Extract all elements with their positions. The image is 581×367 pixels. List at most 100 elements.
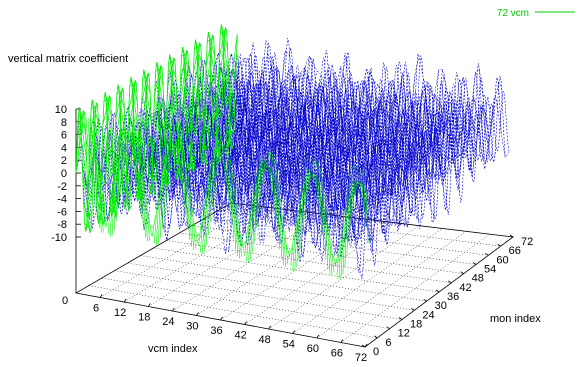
- green-mesh-segment: [154, 65, 162, 96]
- z-tick-label: 0: [61, 168, 67, 180]
- green-mesh-segment: [93, 130, 102, 186]
- mesh-line: [164, 65, 318, 228]
- green-mesh-segment: [163, 133, 171, 178]
- green-mesh-segment: [91, 129, 96, 209]
- green-mesh-segment: [256, 151, 261, 229]
- z-tick-label: 2: [61, 155, 67, 167]
- green-mesh-segment: [82, 169, 90, 220]
- green-mesh-segment: [240, 234, 245, 251]
- green-mesh-segment: [358, 175, 363, 197]
- green-mesh-segment: [229, 62, 237, 116]
- green-mesh-segment: [242, 240, 246, 247]
- mesh-line: [140, 105, 423, 228]
- green-mesh-segment: [129, 130, 134, 158]
- grid-line-y: [218, 210, 501, 247]
- green-mesh-segment: [159, 124, 167, 175]
- green-mesh-segment: [197, 70, 205, 126]
- mesh-line: [172, 65, 454, 196]
- green-mesh-segment: [174, 145, 178, 155]
- y-tick-mark: [411, 308, 415, 311]
- y-tick-label: 36: [447, 291, 459, 303]
- mesh-line: [192, 68, 473, 179]
- legend-label: 72 vcm: [497, 8, 529, 19]
- y-tick-label: 0: [373, 346, 379, 358]
- y-tick-mark: [485, 253, 489, 256]
- z-tick-label: -6: [57, 206, 67, 218]
- green-mesh-segment: [254, 158, 259, 242]
- green-series-mesh: [75, 24, 369, 280]
- green-mesh-segment: [99, 170, 107, 215]
- green-mesh-segment: [252, 169, 257, 253]
- green-mesh-segment: [180, 135, 184, 200]
- green-mesh-segment: [200, 207, 204, 253]
- green-mesh-segment: [171, 85, 179, 141]
- green-mesh-segment: [143, 181, 148, 242]
- green-mesh-segment: [87, 117, 92, 178]
- green-mesh-segment: [218, 27, 226, 58]
- y-tick-label: 66: [509, 245, 521, 257]
- mesh-line: [232, 80, 385, 233]
- green-mesh-segment: [348, 166, 353, 241]
- green-mesh-segment: [258, 147, 263, 214]
- z-tick-label: -10: [51, 232, 67, 244]
- mesh-line: [185, 60, 467, 187]
- green-mesh-segment: [192, 208, 196, 249]
- base-zero-label: 0: [62, 295, 68, 307]
- y-tick-mark: [423, 298, 427, 302]
- green-mesh-segment: [161, 144, 166, 229]
- green-mesh-segment: [312, 167, 317, 186]
- green-mesh-segment: [284, 230, 289, 265]
- green-mesh-segment: [128, 80, 136, 111]
- x-tick-label: 54: [283, 339, 295, 351]
- green-mesh-segment: [81, 137, 89, 194]
- green-mesh-segment: [262, 153, 267, 184]
- green-mesh-segment: [97, 170, 102, 233]
- mesh-line: [211, 52, 491, 161]
- green-mesh-segment: [322, 180, 327, 260]
- x-tick-label: 60: [307, 343, 319, 355]
- green-mesh-segment: [244, 228, 249, 257]
- green-mesh-segment: [84, 223, 92, 230]
- green-mesh-segment: [120, 146, 128, 198]
- green-mesh-segment: [328, 225, 333, 276]
- y-axis-label: mon index: [490, 313, 541, 325]
- green-mesh-segment: [135, 131, 140, 205]
- mesh-line: [82, 118, 368, 258]
- green-mesh-segment: [306, 157, 311, 205]
- mesh-line: [205, 64, 485, 179]
- green-mesh-segment: [170, 62, 178, 109]
- green-mesh-segment: [205, 35, 213, 66]
- green-mesh-line: [82, 27, 238, 234]
- green-mesh-segment: [338, 225, 343, 280]
- green-mesh-segment: [230, 159, 234, 240]
- green-mesh-segment: [95, 154, 100, 229]
- x-tick-mark: [196, 312, 199, 316]
- green-mesh-segment: [342, 195, 347, 275]
- green-mesh-segment: [186, 161, 190, 240]
- green-mesh-segment: [250, 183, 255, 260]
- green-mesh-segment: [133, 126, 138, 189]
- green-mesh-segment: [192, 42, 200, 73]
- green-mesh-segment: [288, 247, 293, 258]
- green-mesh-segment: [75, 113, 80, 174]
- x-tick-label: 30: [186, 321, 198, 333]
- grid-line-y: [166, 240, 452, 284]
- green-mesh-segment: [126, 122, 134, 176]
- mesh-line: [268, 52, 420, 234]
- green-mesh-segment: [103, 215, 108, 221]
- green-mesh-segment: [105, 100, 113, 147]
- green-mesh-segment: [294, 204, 299, 272]
- green-mesh-segment: [185, 109, 193, 160]
- green-mesh-segment: [176, 138, 180, 169]
- green-mesh-segment: [117, 128, 122, 209]
- green-mesh-line: [75, 24, 232, 232]
- green-mesh-segment: [125, 155, 133, 200]
- x-tick-mark: [123, 298, 127, 303]
- z-tick-label: 8: [61, 117, 67, 129]
- green-mesh-segment: [145, 197, 150, 241]
- y-tick-label: 18: [410, 319, 422, 331]
- green-mesh-segment: [344, 182, 349, 267]
- green-mesh-segment: [138, 148, 146, 193]
- green-mesh-segment: [183, 55, 191, 101]
- green-mesh-segment: [270, 151, 275, 206]
